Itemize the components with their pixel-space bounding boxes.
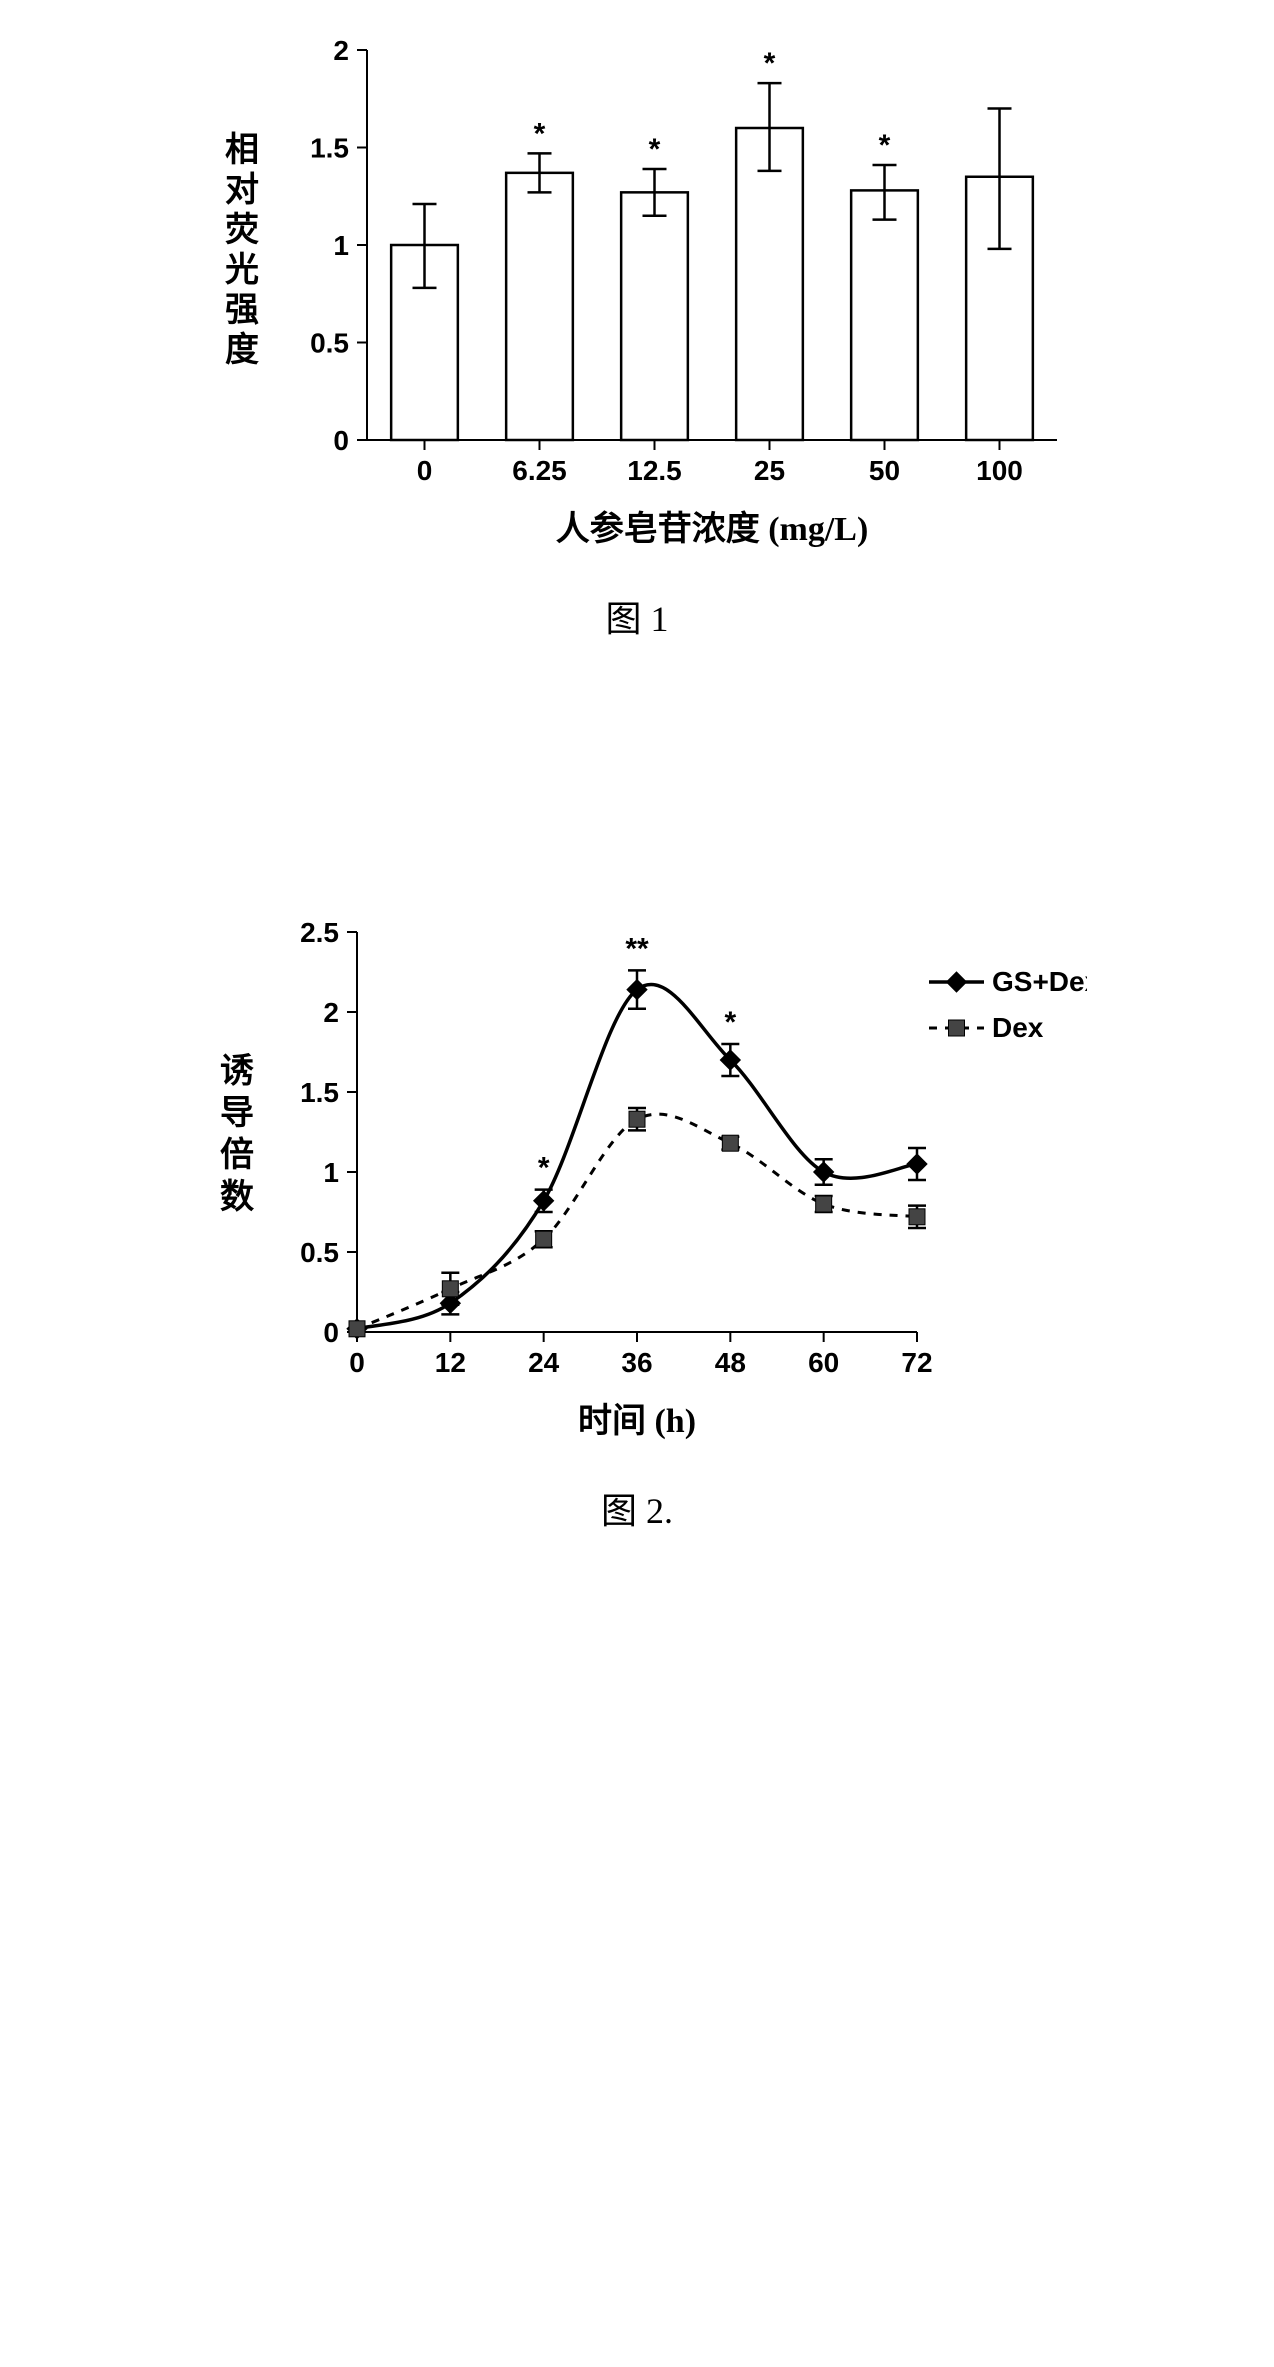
bar-chart: 0 0.5 1 1.5 2 0 * 6.25 * 12.5 * 25 * 50 100 相对荧光强度人参皂苷浓… — [187, 20, 1087, 570]
figure-2-caption: 图 2. — [601, 1482, 673, 1534]
y-axis-label-char: 倍 — [220, 1136, 254, 1174]
marker-square — [816, 1196, 832, 1212]
significance-star: * — [764, 47, 776, 80]
bar — [506, 173, 573, 440]
bar — [736, 128, 803, 440]
y-axis-label-char: 诱 — [220, 1052, 254, 1090]
marker-square — [909, 1209, 925, 1225]
y-axis-label-char: 对 — [225, 171, 259, 209]
x-tick-label: 12.5 — [627, 455, 682, 486]
marker-diamond — [907, 1154, 927, 1174]
x-axis-label: 人参皂苷浓度 (mg/L) — [556, 510, 869, 548]
figure-2-container: 00.511.522.50122436486072****GS+DexDex诱导… — [0, 902, 1274, 1534]
y-axis-label-char: 强 — [225, 292, 259, 329]
x-tick-label: 50 — [869, 455, 900, 486]
significance-star: * — [534, 117, 546, 150]
spacer — [0, 642, 1274, 902]
y-tick-label: 2 — [323, 997, 339, 1028]
y-tick-label: 2 — [333, 35, 349, 66]
y-tick-label: 1.5 — [300, 1077, 339, 1108]
x-tick-label: 100 — [976, 455, 1023, 486]
x-tick-label: 72 — [901, 1347, 932, 1378]
bar — [851, 190, 918, 440]
marker-square — [536, 1231, 552, 1247]
y-tick-label: 0.5 — [300, 1237, 339, 1268]
x-tick-label: 36 — [621, 1347, 652, 1378]
x-tick-label: 24 — [528, 1347, 560, 1378]
legend-marker-diamond — [947, 972, 967, 992]
marker-square — [629, 1111, 645, 1127]
y-tick-label: 1 — [323, 1157, 339, 1188]
significance-star: * — [879, 129, 891, 162]
y-axis-label-char: 导 — [220, 1095, 254, 1132]
significance-star: * — [649, 133, 661, 166]
y-tick-label: 0 — [323, 1317, 339, 1348]
y-tick-label: 2.5 — [300, 917, 339, 948]
marker-diamond — [814, 1162, 834, 1182]
significance-star: * — [538, 1152, 550, 1185]
y-tick-label: 1.5 — [310, 133, 349, 164]
x-tick-label: 0 — [417, 455, 433, 486]
y-tick-label: 0.5 — [310, 328, 349, 359]
x-tick-label: 48 — [715, 1347, 746, 1378]
figure-1-caption: 图 1 — [605, 590, 668, 642]
y-axis-label-char: 相 — [225, 131, 259, 169]
figure-1-container: 0 0.5 1 1.5 2 0 * 6.25 * 12.5 * 25 * 50 100 相对荧光强度人参皂苷浓… — [0, 20, 1274, 642]
legend-marker-square — [949, 1020, 965, 1036]
line-chart-svg: 00.511.522.50122436486072****GS+DexDex诱导… — [187, 902, 1087, 1462]
bar — [621, 192, 688, 440]
x-tick-label: 6.25 — [512, 455, 567, 486]
y-tick-label: 1 — [333, 230, 349, 261]
y-axis-label-char: 光 — [225, 251, 259, 289]
x-tick-label: 0 — [349, 1347, 365, 1378]
x-axis-label: 时间 (h) — [578, 1402, 696, 1440]
y-tick-label: 0 — [333, 425, 349, 456]
line-chart: 00.511.522.50122436486072****GS+DexDex诱导… — [187, 902, 1087, 1462]
legend-label: Dex — [992, 1012, 1044, 1043]
chart2-wrap: 00.511.522.50122436486072****GS+DexDex诱导… — [187, 902, 1087, 1462]
y-axis-label-char: 度 — [225, 331, 259, 369]
marker-diamond — [534, 1191, 554, 1211]
y-axis-label-char: 荧 — [225, 211, 259, 249]
significance-star: * — [724, 1006, 736, 1039]
chart1-wrap: 0 0.5 1 1.5 2 0 * 6.25 * 12.5 * 25 * 50 100 相对荧光强度人参皂苷浓… — [187, 20, 1087, 570]
y-axis-label-char: 数 — [220, 1178, 254, 1216]
series-line-GS+Dex — [357, 985, 917, 1329]
x-tick-label: 12 — [435, 1347, 466, 1378]
bar-chart-svg: 0 0.5 1 1.5 2 0 * 6.25 * 12.5 * 25 * 50 100 相对荧光强度人参皂苷浓… — [187, 20, 1087, 570]
series-line-Dex — [357, 1114, 917, 1329]
marker-square — [722, 1135, 738, 1151]
legend-label: GS+Dex — [992, 966, 1087, 997]
x-tick-label: 60 — [808, 1347, 839, 1378]
marker-square — [349, 1321, 365, 1337]
marker-square — [442, 1281, 458, 1297]
x-tick-label: 25 — [754, 455, 785, 486]
significance-star: ** — [625, 932, 649, 965]
